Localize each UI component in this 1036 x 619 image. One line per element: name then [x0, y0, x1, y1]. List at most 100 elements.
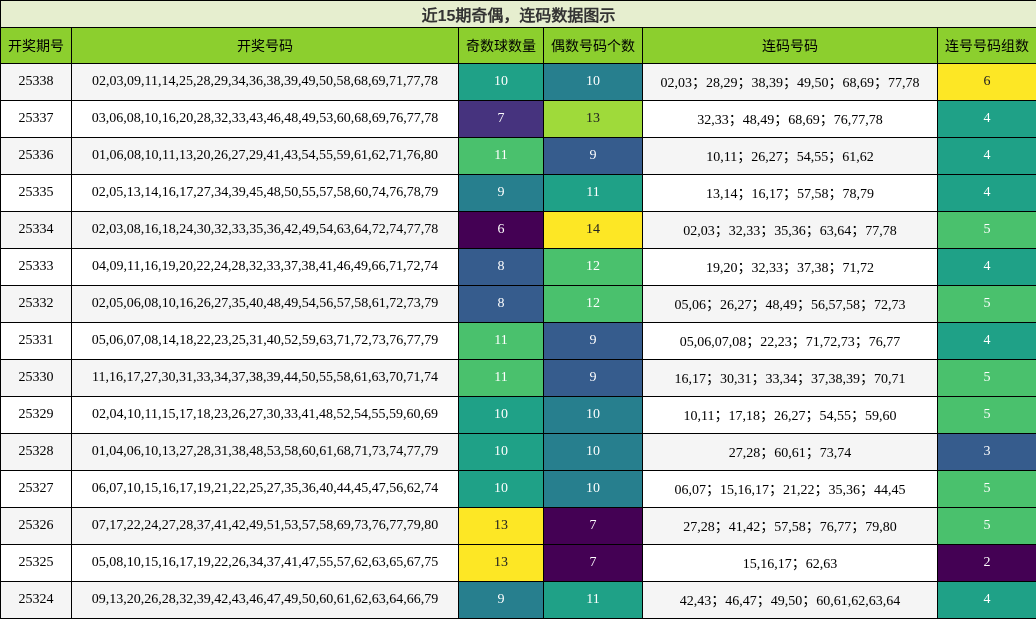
odd-count-cell: 11 [459, 138, 544, 175]
consecutive-numbers-cell: 06,07；15,16,17；21,22；35,36；44,45 [643, 471, 938, 508]
consecutive-numbers-cell: 19,20；32,33；37,38；71,72 [643, 249, 938, 286]
even-count-cell: 10 [544, 434, 643, 471]
even-count-cell: 11 [544, 175, 643, 212]
consecutive-numbers-cell: 10,11；26,27；54,55；61,62 [643, 138, 938, 175]
consecutive-groups-cell: 4 [938, 323, 1036, 360]
odd-count-cell: 10 [459, 64, 544, 101]
consecutive-groups-cell: 4 [938, 138, 1036, 175]
consecutive-groups-cell: 3 [938, 434, 1036, 471]
numbers-cell: 05,06,07,08,14,18,22,23,25,31,40,52,59,6… [72, 323, 459, 360]
consecutive-groups-cell: 4 [938, 175, 1036, 212]
numbers-cell: 05,08,10,15,16,17,19,22,26,34,37,41,47,5… [72, 545, 459, 582]
odd-count-cell: 7 [459, 101, 544, 138]
numbers-cell: 02,03,08,16,18,24,30,32,33,35,36,42,49,5… [72, 212, 459, 249]
consecutive-groups-cell: 5 [938, 508, 1036, 545]
period-cell: 25329 [1, 397, 72, 434]
numbers-cell: 04,09,11,16,19,20,22,24,28,32,33,37,38,4… [72, 249, 459, 286]
even-count-cell: 10 [544, 64, 643, 101]
even-count-cell: 9 [544, 323, 643, 360]
even-count-cell: 10 [544, 471, 643, 508]
odd-count-cell: 11 [459, 360, 544, 397]
odd-count-cell: 13 [459, 545, 544, 582]
consecutive-numbers-cell: 15,16,17；62,63 [643, 545, 938, 582]
consecutive-numbers-cell: 32,33；48,49；68,69；76,77,78 [643, 101, 938, 138]
even-count-cell: 7 [544, 508, 643, 545]
period-cell: 25328 [1, 434, 72, 471]
numbers-cell: 06,07,10,15,16,17,19,21,22,25,27,35,36,4… [72, 471, 459, 508]
header-even-count: 偶数号码个数 [544, 28, 643, 64]
period-cell: 25338 [1, 64, 72, 101]
period-cell: 25330 [1, 360, 72, 397]
consecutive-groups-cell: 6 [938, 64, 1036, 101]
numbers-cell: 02,05,06,08,10,16,26,27,35,40,48,49,54,5… [72, 286, 459, 323]
consecutive-numbers-cell: 02,03；32,33；35,36；63,64；77,78 [643, 212, 938, 249]
even-count-cell: 12 [544, 286, 643, 323]
period-cell: 25333 [1, 249, 72, 286]
odd-count-cell: 8 [459, 249, 544, 286]
period-cell: 25327 [1, 471, 72, 508]
even-count-cell: 11 [544, 582, 643, 619]
odd-count-cell: 10 [459, 397, 544, 434]
numbers-cell: 02,05,13,14,16,17,27,34,39,45,48,50,55,5… [72, 175, 459, 212]
period-cell: 25332 [1, 286, 72, 323]
numbers-cell: 07,17,22,24,27,28,37,41,42,49,51,53,57,5… [72, 508, 459, 545]
period-cell: 25336 [1, 138, 72, 175]
even-count-cell: 13 [544, 101, 643, 138]
consecutive-groups-cell: 5 [938, 212, 1036, 249]
consecutive-numbers-cell: 42,43；46,47；49,50；60,61,62,63,64 [643, 582, 938, 619]
odd-count-cell: 9 [459, 175, 544, 212]
consecutive-numbers-cell: 02,03；28,29；38,39；49,50；68,69；77,78 [643, 64, 938, 101]
odd-count-cell: 6 [459, 212, 544, 249]
consecutive-numbers-cell: 27,28；60,61；73,74 [643, 434, 938, 471]
consecutive-groups-cell: 4 [938, 249, 1036, 286]
even-count-cell: 9 [544, 138, 643, 175]
header-consecutive-numbers: 连码号码 [643, 28, 938, 64]
consecutive-groups-cell: 5 [938, 471, 1036, 508]
header-consecutive-groups: 连号号码组数 [938, 28, 1036, 64]
period-cell: 25326 [1, 508, 72, 545]
period-cell: 25335 [1, 175, 72, 212]
numbers-cell: 09,13,20,26,28,32,39,42,43,46,47,49,50,6… [72, 582, 459, 619]
odd-count-cell: 9 [459, 582, 544, 619]
numbers-cell: 03,06,08,10,16,20,28,32,33,43,46,48,49,5… [72, 101, 459, 138]
period-cell: 25325 [1, 545, 72, 582]
table-title: 近15期奇偶，连码数据图示 [1, 1, 1036, 28]
even-count-cell: 9 [544, 360, 643, 397]
header-period: 开奖期号 [1, 28, 72, 64]
even-count-cell: 14 [544, 212, 643, 249]
consecutive-numbers-cell: 05,06,07,08；22,23；71,72,73；76,77 [643, 323, 938, 360]
numbers-cell: 02,04,10,11,15,17,18,23,26,27,30,33,41,4… [72, 397, 459, 434]
odd-count-cell: 10 [459, 434, 544, 471]
header-numbers: 开奖号码 [72, 28, 459, 64]
header-odd-count: 奇数球数量 [459, 28, 544, 64]
numbers-cell: 02,03,09,11,14,25,28,29,34,36,38,39,49,5… [72, 64, 459, 101]
odd-count-cell: 11 [459, 323, 544, 360]
consecutive-groups-cell: 4 [938, 582, 1036, 619]
period-cell: 25324 [1, 582, 72, 619]
odd-count-cell: 13 [459, 508, 544, 545]
period-cell: 25334 [1, 212, 72, 249]
even-count-cell: 12 [544, 249, 643, 286]
consecutive-numbers-cell: 16,17；30,31；33,34；37,38,39；70,71 [643, 360, 938, 397]
consecutive-groups-cell: 4 [938, 101, 1036, 138]
numbers-cell: 01,06,08,10,11,13,20,26,27,29,41,43,54,5… [72, 138, 459, 175]
numbers-cell: 11,16,17,27,30,31,33,34,37,38,39,44,50,5… [72, 360, 459, 397]
consecutive-groups-cell: 5 [938, 360, 1036, 397]
consecutive-groups-cell: 2 [938, 545, 1036, 582]
even-count-cell: 10 [544, 397, 643, 434]
